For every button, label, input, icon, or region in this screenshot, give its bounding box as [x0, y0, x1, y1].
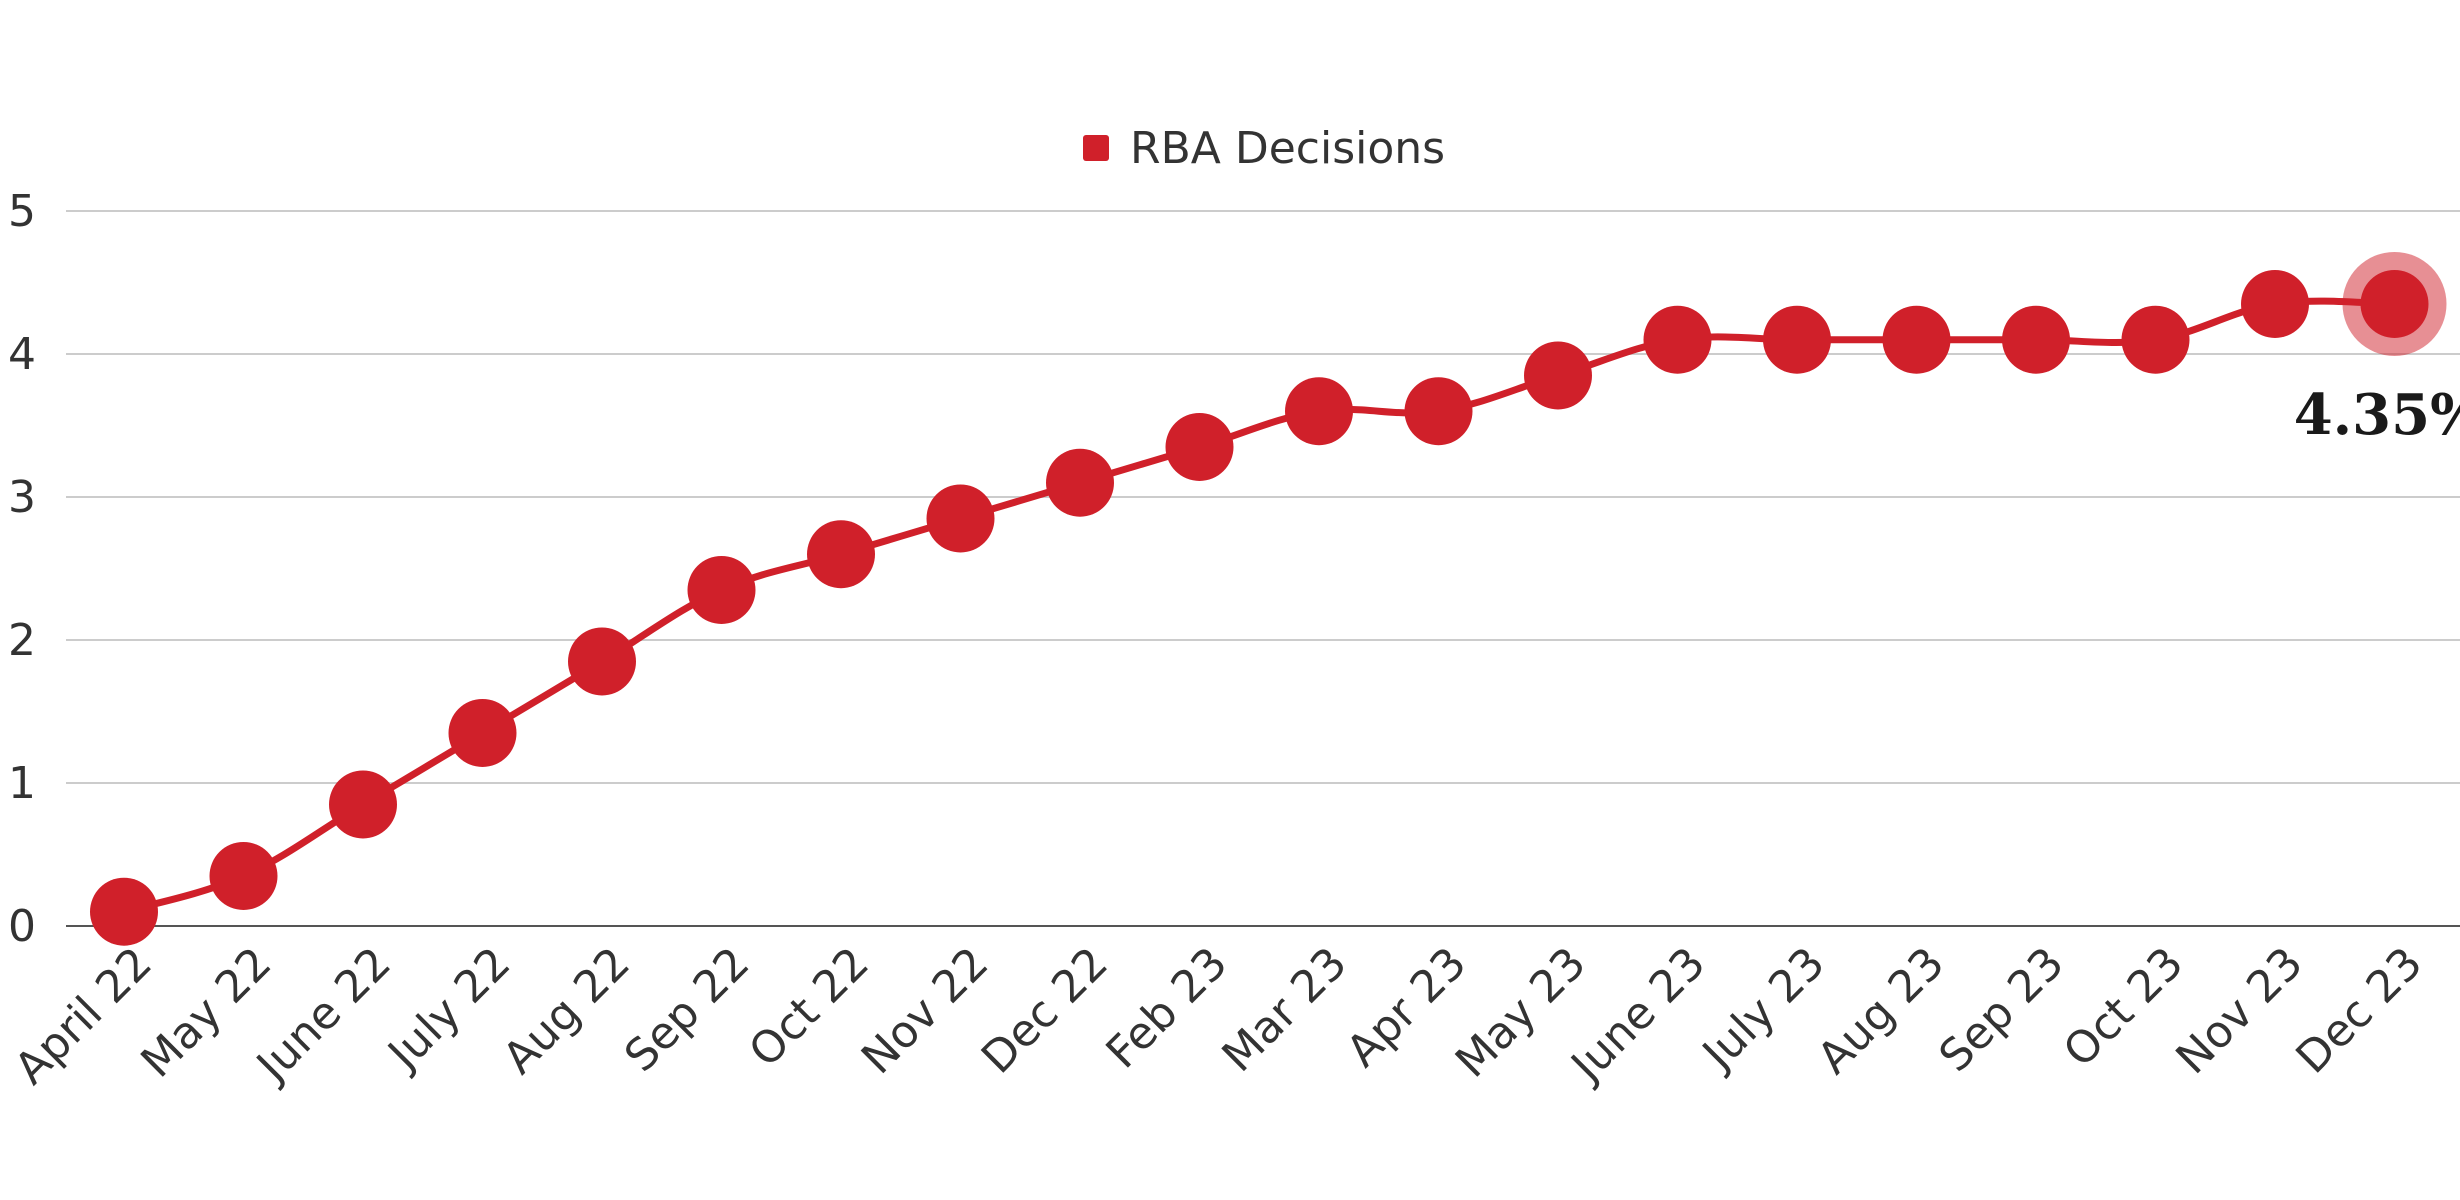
y-tick-label: 3 — [8, 472, 36, 523]
x-tick-label: Nov 22 — [852, 938, 998, 1084]
data-point — [329, 770, 397, 839]
y-tick-label: 2 — [8, 615, 36, 666]
data-point — [2002, 305, 2070, 374]
data-point — [1165, 412, 1234, 481]
data-point — [687, 555, 756, 624]
x-tick-label: Aug 23 — [1808, 938, 1954, 1084]
x-tick-label: July 22 — [377, 938, 521, 1082]
x-tick-label: April 22 — [5, 938, 162, 1095]
data-point — [926, 484, 995, 553]
gridlines — [66, 210, 2460, 927]
x-tick-label: June 22 — [245, 938, 400, 1093]
x-tick-label: July 23 — [1691, 938, 1835, 1082]
y-tick-label: 0 — [8, 901, 36, 952]
legend-swatch — [1083, 135, 1109, 161]
data-point — [1882, 305, 1951, 374]
legend: RBA Decisions — [1083, 123, 1445, 174]
data-point — [448, 698, 517, 767]
data-point — [1524, 341, 1592, 410]
x-tick-label: Oct 23 — [2054, 938, 2193, 1077]
x-tick-label: Oct 22 — [739, 938, 878, 1077]
data-point — [568, 627, 636, 696]
data-points — [90, 251, 2447, 946]
legend-label: RBA Decisions — [1130, 123, 1445, 174]
data-point — [2360, 269, 2429, 338]
highlight-label: 4.35% — [2294, 382, 2460, 448]
data-point — [1046, 448, 1114, 517]
x-tick-label: Sep 23 — [1930, 938, 2074, 1082]
x-tick-label: Feb 23 — [1097, 938, 1238, 1079]
data-point — [2121, 305, 2190, 374]
data-point — [1404, 377, 1473, 446]
data-point — [1285, 377, 1353, 446]
y-axis: 0 1 2 3 4 5 — [8, 186, 36, 952]
y-tick-label: 4 — [8, 329, 36, 380]
x-tick-label: Dec 23 — [2287, 938, 2433, 1084]
data-point — [1763, 305, 1831, 374]
x-tick-label: June 23 — [1560, 938, 1715, 1093]
y-tick-label: 1 — [8, 758, 36, 809]
data-point — [90, 877, 158, 946]
data-point — [807, 520, 875, 589]
x-tick-label: Nov 23 — [2167, 938, 2313, 1084]
data-point — [2241, 269, 2309, 338]
x-tick-label: Mar 23 — [1213, 938, 1357, 1082]
data-point — [1643, 305, 1712, 374]
y-tick-label: 5 — [8, 186, 36, 237]
x-tick-label: Aug 22 — [493, 938, 639, 1084]
series-line — [120, 297, 2398, 916]
data-point — [209, 841, 278, 910]
x-tick-label: Sep 22 — [615, 938, 759, 1082]
x-tick-label: Dec 22 — [972, 938, 1118, 1084]
